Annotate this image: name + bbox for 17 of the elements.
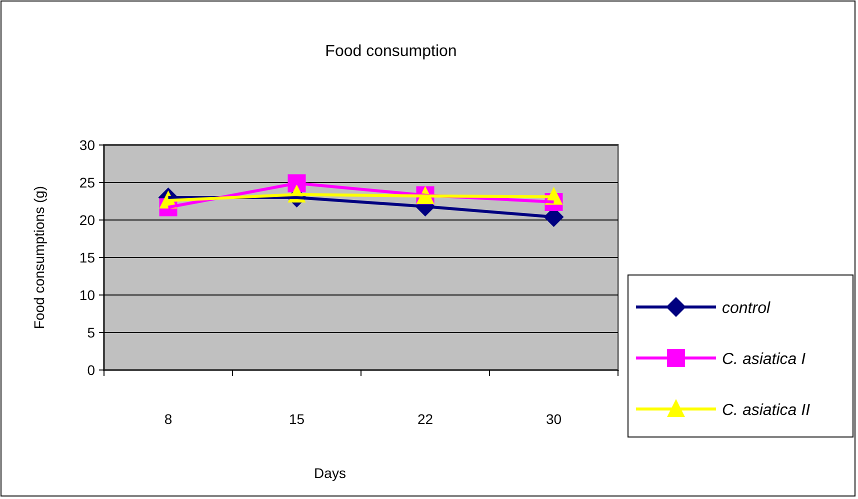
x-tick-label: 30 [546, 411, 562, 427]
legend-label: C. asiatica I [722, 351, 806, 368]
y-tick-label: 10 [79, 287, 96, 303]
x-axis-title: Days [314, 465, 346, 481]
y-axis-title: Food consumptions (g) [31, 186, 47, 330]
legend-label: C. asiatica II [722, 402, 811, 419]
y-tick-label: 30 [79, 137, 96, 153]
x-tick-label: 22 [417, 411, 434, 427]
y-tick-label: 25 [79, 174, 96, 190]
y-tick-label: 20 [79, 212, 96, 228]
x-tick-label: 15 [288, 411, 305, 427]
y-tick-label: 5 [87, 324, 96, 340]
x-tick-label: 8 [164, 411, 172, 427]
legend-label: control [722, 300, 770, 317]
y-tick-label: 15 [79, 250, 96, 266]
chart-title: Food consumption [325, 43, 457, 60]
y-tick-label: 0 [87, 362, 96, 378]
